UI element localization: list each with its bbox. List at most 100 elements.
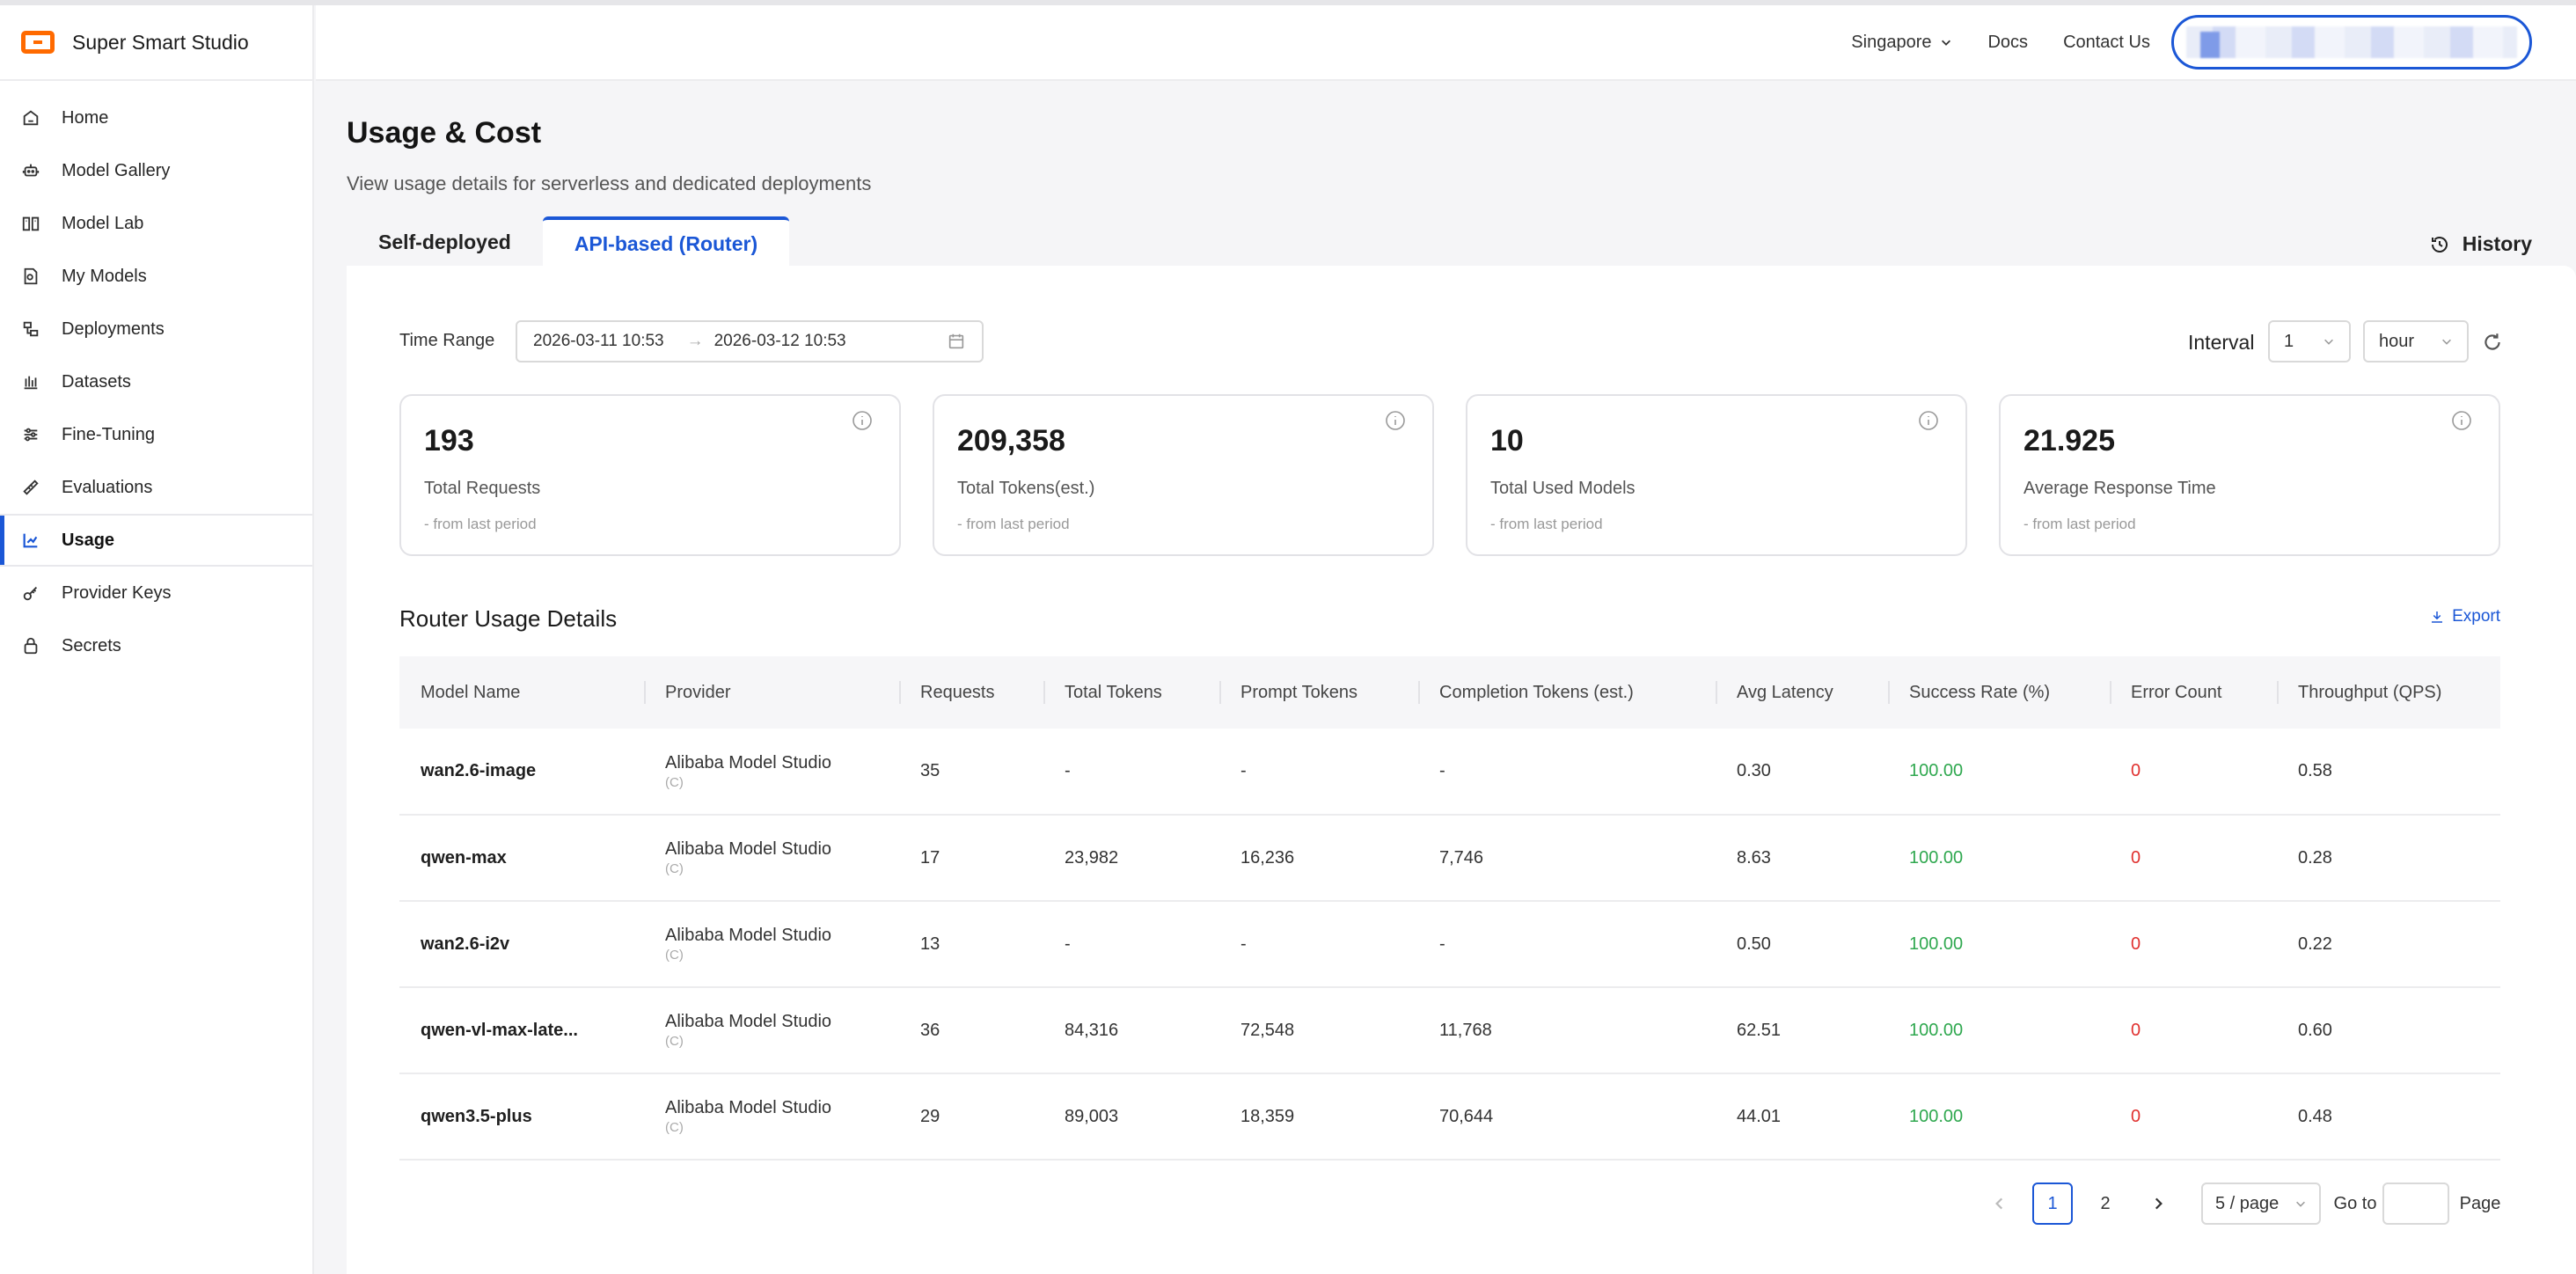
cell-prompt-tokens: 16,236 [1240,847,1295,868]
stat-label: Total Used Models [1490,479,1636,498]
cell-requests: 29 [920,1106,940,1126]
provider-name: Alibaba Model Studio [665,1012,832,1031]
tab-api-based-router[interactable]: API-based (Router) [542,216,790,267]
cell-completion-tokens: - [1439,761,1445,780]
interval-value-select[interactable]: 1 [2268,320,2351,362]
provider-name: Alibaba Model Studio [665,1098,832,1117]
docs-link[interactable]: Docs [1987,32,2029,52]
stat-value: 193 [424,424,474,458]
sidebar-item-label: My Models [62,266,147,286]
table-row: wan2.6-i2v Alibaba Model Studio (C) 13 - … [399,901,2500,987]
cell-avg-latency: 44.01 [1737,1106,1782,1126]
interval-unit: hour [2379,331,2415,351]
cell-completion-tokens: 11,768 [1439,1020,1492,1040]
sliders-icon [21,425,40,444]
redacted-account-info [2186,26,2517,58]
sidebar-item-fine-tuning[interactable]: Fine-Tuning [0,408,312,461]
stat-label: Total Requests [424,479,541,498]
key-icon [21,583,40,603]
sidebar-item-secrets[interactable]: Secrets [0,619,312,672]
provider-tag: (C) [665,948,684,963]
sidebar-item-label: Evaluations [62,477,153,497]
stat-label: Average Response Time [2023,479,2216,498]
info-icon[interactable] [1385,410,1406,431]
sidebar-item-home[interactable]: Home [0,92,312,144]
brand-name: Super Smart Studio [72,30,249,54]
sidebar-item-provider-keys[interactable]: Provider Keys [0,567,312,619]
time-range-picker[interactable]: 2026-03-11 10:53 → 2026-03-12 10:53 [516,320,984,362]
page-2-button[interactable]: 2 [2100,1193,2111,1213]
stat-value: 10 [1490,424,1524,458]
table-row: qwen-max Alibaba Model Studio (C) 17 23,9… [399,815,2500,901]
browser-top-strip [0,0,2576,5]
sidebar-item-model-gallery[interactable]: Model Gallery [0,144,312,197]
brand[interactable]: Super Smart Studio [0,5,312,81]
sidebar: Super Smart Studio Home Model Gallery Mo… [0,5,314,1274]
export-button[interactable]: Export [2429,607,2500,626]
page-1-button[interactable]: 1 [2032,1182,2073,1225]
cell-provider: Alibaba Model Studio (C) [644,815,899,901]
sidebar-item-model-lab[interactable]: Model Lab [0,197,312,250]
goto-label: Go to [2333,1193,2377,1213]
goto-page-input[interactable] [2382,1182,2449,1225]
pagination: 1 2 5 / page Go to Page [0,1182,2576,1225]
info-icon[interactable] [2451,410,2472,431]
sidebar-item-deployments[interactable]: Deployments [0,303,312,355]
export-label: Export [2452,607,2500,626]
page-title: Usage & Cost [347,116,542,150]
interval-unit-select[interactable]: hour [2363,320,2469,362]
history-clock-icon [2431,236,2448,253]
cell-total-tokens: 23,982 [1065,847,1119,868]
sidebar-item-label: Deployments [62,318,165,339]
time-range-label: Time Range [399,331,495,350]
home-icon [21,108,40,128]
history-button[interactable]: History [2429,232,2532,256]
cell-prompt-tokens: - [1240,761,1247,780]
account-menu[interactable] [2171,15,2532,70]
column-header: Provider [644,656,899,729]
refresh-icon[interactable] [2481,331,2504,354]
contact-us-link[interactable]: Contact Us [2063,32,2150,52]
stat-change: - from last period [424,516,537,532]
chevron-right-icon [2155,1197,2163,1210]
provider-tag: (C) [665,861,684,876]
cell-provider: Alibaba Model Studio (C) [644,901,899,987]
sidebar-item-label: Datasets [62,371,131,392]
end-date[interactable]: 2026-03-12 10:53 [714,332,846,350]
sidebar-item-label: Provider Keys [62,582,172,603]
start-date[interactable]: 2026-03-11 10:53 [533,332,664,350]
provider-name: Alibaba Model Studio [665,752,832,772]
cell-avg-latency: 8.63 [1737,847,1771,868]
prev-page-button[interactable] [1980,1182,2020,1225]
book-icon [21,214,40,233]
cell-completion-tokens: 70,644 [1439,1106,1494,1126]
column-header: Completion Tokens (est.) [1418,656,1716,729]
info-icon[interactable] [1918,410,1939,431]
chevron-down-icon [2442,339,2451,345]
interval-value: 1 [2284,331,2294,351]
provider-tag: (C) [665,774,684,790]
cell-requests: 17 [920,847,940,868]
cell-throughput: 0.22 [2298,934,2332,954]
cell-avg-latency: 0.50 [1737,934,1771,954]
cell-completion-tokens: 7,746 [1439,847,1484,868]
region-selector[interactable]: Singapore [1851,33,1952,53]
tab-self-deployed[interactable]: Self-deployed [378,230,511,253]
sidebar-item-usage[interactable]: Usage [0,514,312,567]
sidebar-item-my-models[interactable]: My Models [0,250,312,303]
cell-model-name: wan2.6-i2v [421,934,510,954]
cell-requests: 13 [920,934,940,954]
router-usage-details-title: Router Usage Details [399,605,618,632]
sidebar-nav: Home Model Gallery Model Lab My Models D… [0,81,312,672]
page-size-select[interactable]: 5 / page [2201,1182,2321,1225]
cell-requests: 36 [920,1020,940,1040]
info-icon[interactable] [852,410,873,431]
sidebar-item-evaluations[interactable]: Evaluations [0,461,312,514]
next-page-button[interactable] [2138,1182,2178,1225]
sidebar-item-datasets[interactable]: Datasets [0,355,312,408]
table-row: qwen3.5-plus Alibaba Model Studio (C) 29 … [399,1073,2500,1160]
stat-card-total-tokens: 209,358 Total Tokens(est.) - from last p… [933,394,1434,556]
page-size-value: 5 / page [2215,1193,2280,1213]
history-label: History [2462,232,2532,255]
cell-provider: Alibaba Model Studio (C) [644,729,899,815]
